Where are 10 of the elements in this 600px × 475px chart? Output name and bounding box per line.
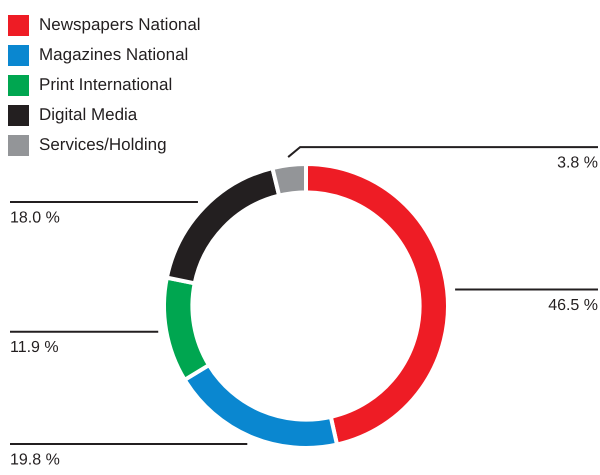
legend-label: Print International bbox=[39, 75, 172, 95]
data-label: 18.0 % bbox=[10, 209, 60, 226]
data-label: 19.8 % bbox=[10, 451, 60, 468]
data-label: 46.5 % bbox=[548, 296, 598, 314]
data-label: 3.8 % bbox=[557, 154, 598, 172]
legend-label: Digital Media bbox=[39, 105, 138, 125]
legend-label: Services/Holding bbox=[39, 135, 167, 155]
legend-label: Magazines National bbox=[39, 45, 188, 65]
data-label: 11.9 % bbox=[10, 339, 59, 356]
legend-label: Newspapers National bbox=[39, 15, 201, 35]
